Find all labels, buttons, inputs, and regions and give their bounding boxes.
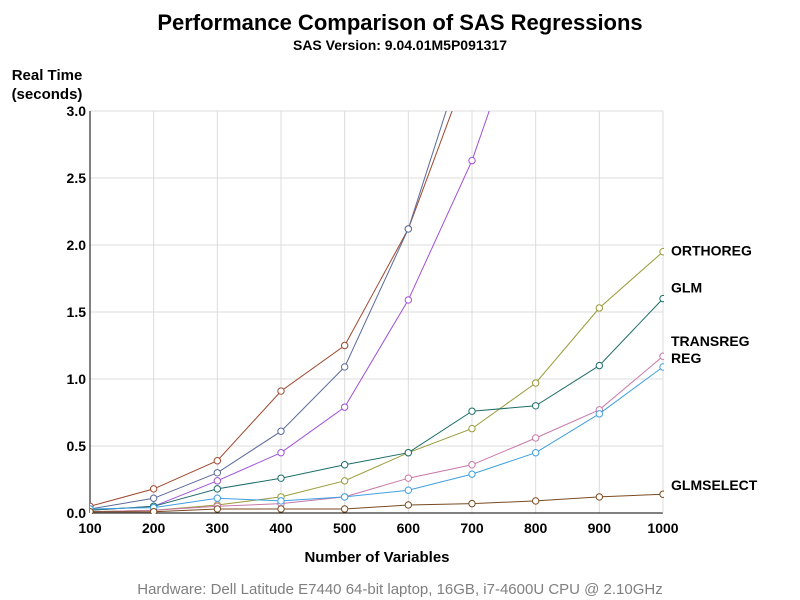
x-tick-label: 600 [397,520,421,536]
data-point [277,427,285,435]
x-tick-label: 100 [78,520,102,536]
chart-subtitle: SAS Version: 9.04.01M5P091317 [293,37,507,53]
data-point [277,449,285,457]
x-tick-label: 800 [524,520,548,536]
axes [89,111,664,514]
data-point [340,341,349,350]
grid [90,110,664,513]
x-tick-label: 900 [588,520,612,536]
data-point [404,474,413,482]
y-tick-label: 2.5 [67,170,87,186]
data-point [340,363,349,371]
data-point [277,474,285,482]
series-label: GLM [671,280,702,296]
data-point [659,248,664,256]
data-point [340,493,349,501]
series-line-glmselect [90,493,664,513]
data-point [404,501,413,509]
data-point [468,470,476,478]
data-point [340,477,349,485]
y-tick-label: 1.0 [67,371,87,387]
y-axis-title-line1: Real Time [12,67,83,84]
data-point [213,485,222,493]
series-line-transreg [90,355,664,513]
data-point [468,424,476,433]
y-tick-label: 1.5 [67,304,87,320]
series-line-orthoreg [90,251,664,513]
data-point [531,449,540,457]
data-point [468,499,476,508]
series-line-glm [90,298,664,511]
data-point [468,461,476,469]
data-point [468,407,476,415]
data-point [149,494,158,502]
chart-title: Performance Comparison of SAS Regression… [157,10,642,35]
data-point [404,449,413,457]
data-point [213,505,222,513]
series-label: GLMSELECT [671,477,758,493]
data-point [277,497,285,505]
data-point [213,457,222,465]
data-point [213,477,222,485]
tick-labels: 0.0 0.5 1.0 1.5 2.0 2.5 3.0 100 200 300 400 500 600 7… [67,103,679,536]
data-point [659,490,664,498]
x-tick-label: 400 [269,520,293,536]
data-point [531,402,540,410]
x-axis-title: Number of Variables [304,549,449,566]
data-point [404,296,413,304]
data-point [531,379,540,387]
data-point [149,485,158,493]
x-tick-label: 300 [206,520,230,536]
data-point [659,352,664,360]
data-point [659,294,664,303]
data-point [340,505,349,513]
data-point [149,507,158,514]
x-tick-label: 700 [460,520,484,536]
data-point [595,410,604,418]
data-point [531,497,540,505]
data-point [531,434,540,442]
data-point [404,225,413,233]
data-point [213,469,222,477]
data-point [595,304,604,312]
series-label: TRANSREG [671,333,750,349]
data-point [404,486,413,494]
data-point [277,387,285,395]
data-point [468,156,476,165]
series-line-reg [90,366,664,510]
data-point [340,461,349,469]
series-label: ORTHOREG [671,243,752,259]
data-point [340,403,349,411]
y-tick-label: 3.0 [67,103,87,119]
data-point [659,363,664,371]
data-point [595,361,604,370]
footnote: Hardware: Dell Latitude E7440 64-bit lap… [137,581,663,598]
y-tick-label: 2.0 [67,237,87,253]
series-label: REG [671,350,701,366]
data-point [90,507,94,514]
x-tick-label: 1000 [647,520,678,536]
y-axis-title-line2: (seconds) [12,86,83,103]
series-line-unlabeled-2 [90,111,490,511]
x-tick-label: 200 [142,520,166,536]
data-point [277,505,285,513]
y-tick-label: 0.0 [67,505,87,521]
data-point [595,493,604,501]
series-lines [90,111,664,514]
data-point [213,494,222,502]
y-tick-label: 0.5 [67,438,87,454]
x-tick-label: 500 [333,520,357,536]
